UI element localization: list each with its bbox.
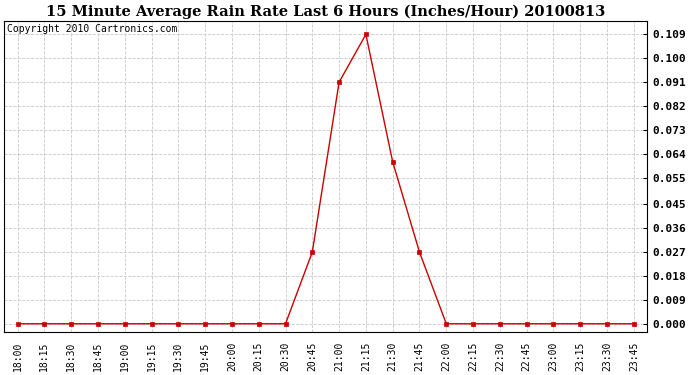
Text: Copyright 2010 Cartronics.com: Copyright 2010 Cartronics.com <box>8 24 178 34</box>
Title: 15 Minute Average Rain Rate Last 6 Hours (Inches/Hour) 20100813: 15 Minute Average Rain Rate Last 6 Hours… <box>46 4 605 18</box>
